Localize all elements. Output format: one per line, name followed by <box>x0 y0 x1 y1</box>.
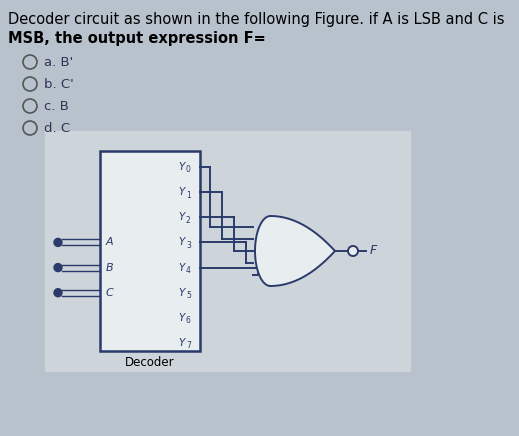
Circle shape <box>23 121 37 135</box>
Text: 6: 6 <box>186 317 191 325</box>
Text: 7: 7 <box>186 341 191 351</box>
Bar <box>100 151 200 351</box>
Text: c. B: c. B <box>44 99 69 112</box>
Circle shape <box>54 289 62 297</box>
Circle shape <box>23 99 37 113</box>
Text: Decoder: Decoder <box>125 356 175 369</box>
Text: 1: 1 <box>186 191 191 200</box>
Circle shape <box>54 238 62 246</box>
Text: MSB, the output expression F=: MSB, the output expression F= <box>8 31 266 46</box>
Text: B: B <box>106 262 114 272</box>
Bar <box>45 131 410 371</box>
Polygon shape <box>255 216 335 286</box>
Text: 3: 3 <box>186 241 191 250</box>
Circle shape <box>23 77 37 91</box>
Text: Y: Y <box>179 262 185 272</box>
Text: 2: 2 <box>186 216 191 225</box>
Text: Y: Y <box>179 212 185 222</box>
Text: A: A <box>106 238 114 247</box>
Text: Decoder circuit as shown in the following Figure. if A is LSB and C is: Decoder circuit as shown in the followin… <box>8 12 504 27</box>
Circle shape <box>54 264 62 272</box>
Text: d. C: d. C <box>44 122 70 134</box>
Text: F: F <box>370 245 377 258</box>
Text: Y: Y <box>179 162 185 172</box>
Text: 5: 5 <box>186 291 191 300</box>
Text: Y: Y <box>179 288 185 298</box>
Circle shape <box>348 246 358 256</box>
Circle shape <box>23 55 37 69</box>
Text: Y: Y <box>179 313 185 323</box>
Text: a. B': a. B' <box>44 55 73 68</box>
Text: Y: Y <box>179 187 185 197</box>
Text: Y: Y <box>179 338 185 348</box>
Text: 4: 4 <box>186 266 191 275</box>
Text: 0: 0 <box>186 166 191 174</box>
Text: C: C <box>106 288 114 298</box>
Text: b. C': b. C' <box>44 78 74 91</box>
Text: Y: Y <box>179 238 185 247</box>
